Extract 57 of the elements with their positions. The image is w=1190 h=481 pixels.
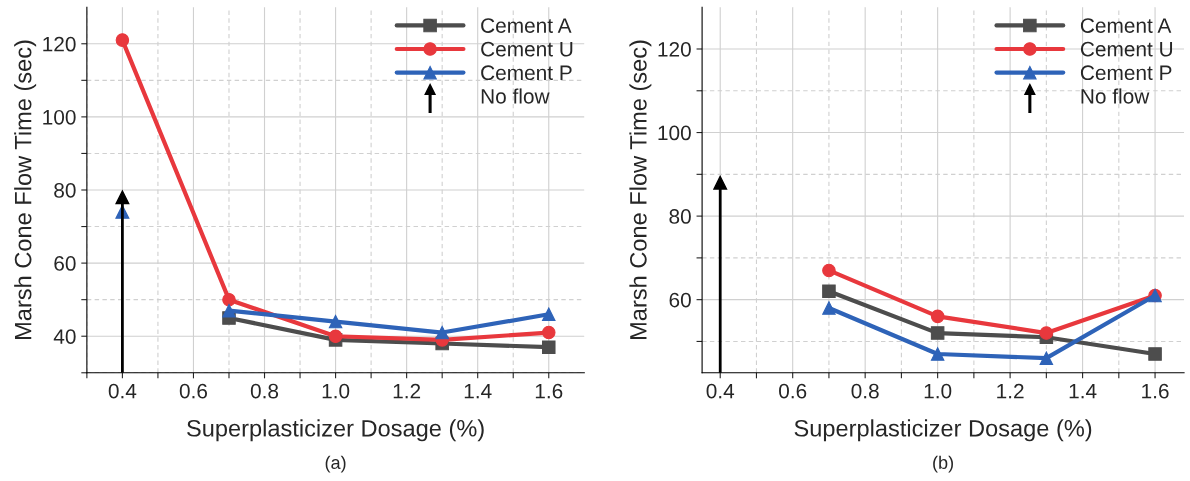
x-tick-label: 0.6: [179, 383, 208, 399]
legend-label: Cement A: [1080, 18, 1172, 33]
y-tick-label: 100: [658, 125, 691, 141]
point: [541, 340, 556, 354]
y-axis-title: Marsh Cone Flow Time (sec): [629, 40, 652, 339]
x-tick-label: 0.4: [108, 383, 137, 399]
y-tick-label: 40: [53, 329, 76, 344]
x-tick-label: 1.0: [322, 383, 350, 399]
point: [713, 175, 728, 190]
legend-label: Cement U: [481, 41, 573, 57]
x-tick-label: 1.6: [535, 383, 563, 399]
y-tick-label: 60: [669, 292, 691, 308]
point: [822, 301, 836, 315]
point: [1148, 347, 1162, 361]
x-tick-label: 1.2: [393, 383, 421, 399]
y-tick-label: 80: [669, 209, 691, 224]
point: [541, 307, 556, 322]
point: [1039, 351, 1054, 365]
y-tick-label: 80: [54, 183, 76, 198]
text: (a): [325, 455, 346, 473]
y-tick-label: 120: [658, 41, 691, 57]
legend-label: No flow: [481, 88, 550, 104]
x-tick-label: 0.6: [779, 383, 807, 399]
legend-label: Cement P: [1080, 65, 1172, 81]
x-tick-label: 1.6: [1142, 383, 1169, 399]
point: [222, 292, 236, 307]
x-tick-label: 1.2: [997, 383, 1024, 399]
x-axis-title: Superplasticizer Dosage (%): [794, 419, 1092, 442]
text: (b): [933, 455, 953, 473]
point: [822, 284, 836, 299]
point: [930, 347, 945, 361]
point: [328, 329, 343, 343]
point: [541, 325, 556, 340]
x-axis-title: Superplasticizer Dosage (%): [187, 419, 484, 442]
y-tick-label: 120: [43, 36, 76, 52]
x-tick-label: 0.8: [250, 383, 279, 399]
point: [1039, 326, 1054, 340]
x-tick-label: 0.4: [706, 383, 735, 399]
legend-label: Cement A: [481, 18, 572, 33]
x-tick-label: 1.4: [1069, 383, 1097, 399]
legend-label: No flow: [1081, 88, 1150, 104]
legend-label: Cement P: [481, 65, 572, 81]
x-tick-label: 1.0: [924, 383, 952, 399]
point: [328, 314, 343, 329]
y-tick-label: 100: [43, 109, 76, 125]
point: [222, 303, 236, 318]
x-tick-label: 1.4: [464, 383, 492, 399]
point: [435, 325, 449, 340]
legend-label: Cement U: [1080, 41, 1173, 57]
y-axis-title: Marsh Cone Flow Time (sec): [14, 40, 37, 339]
point: [930, 309, 945, 324]
point: [115, 33, 130, 47]
x-tick-label: 0.8: [851, 383, 879, 399]
y-tick-label: 60: [54, 256, 76, 271]
point: [930, 326, 945, 340]
point: [115, 190, 130, 205]
point: [822, 263, 836, 278]
